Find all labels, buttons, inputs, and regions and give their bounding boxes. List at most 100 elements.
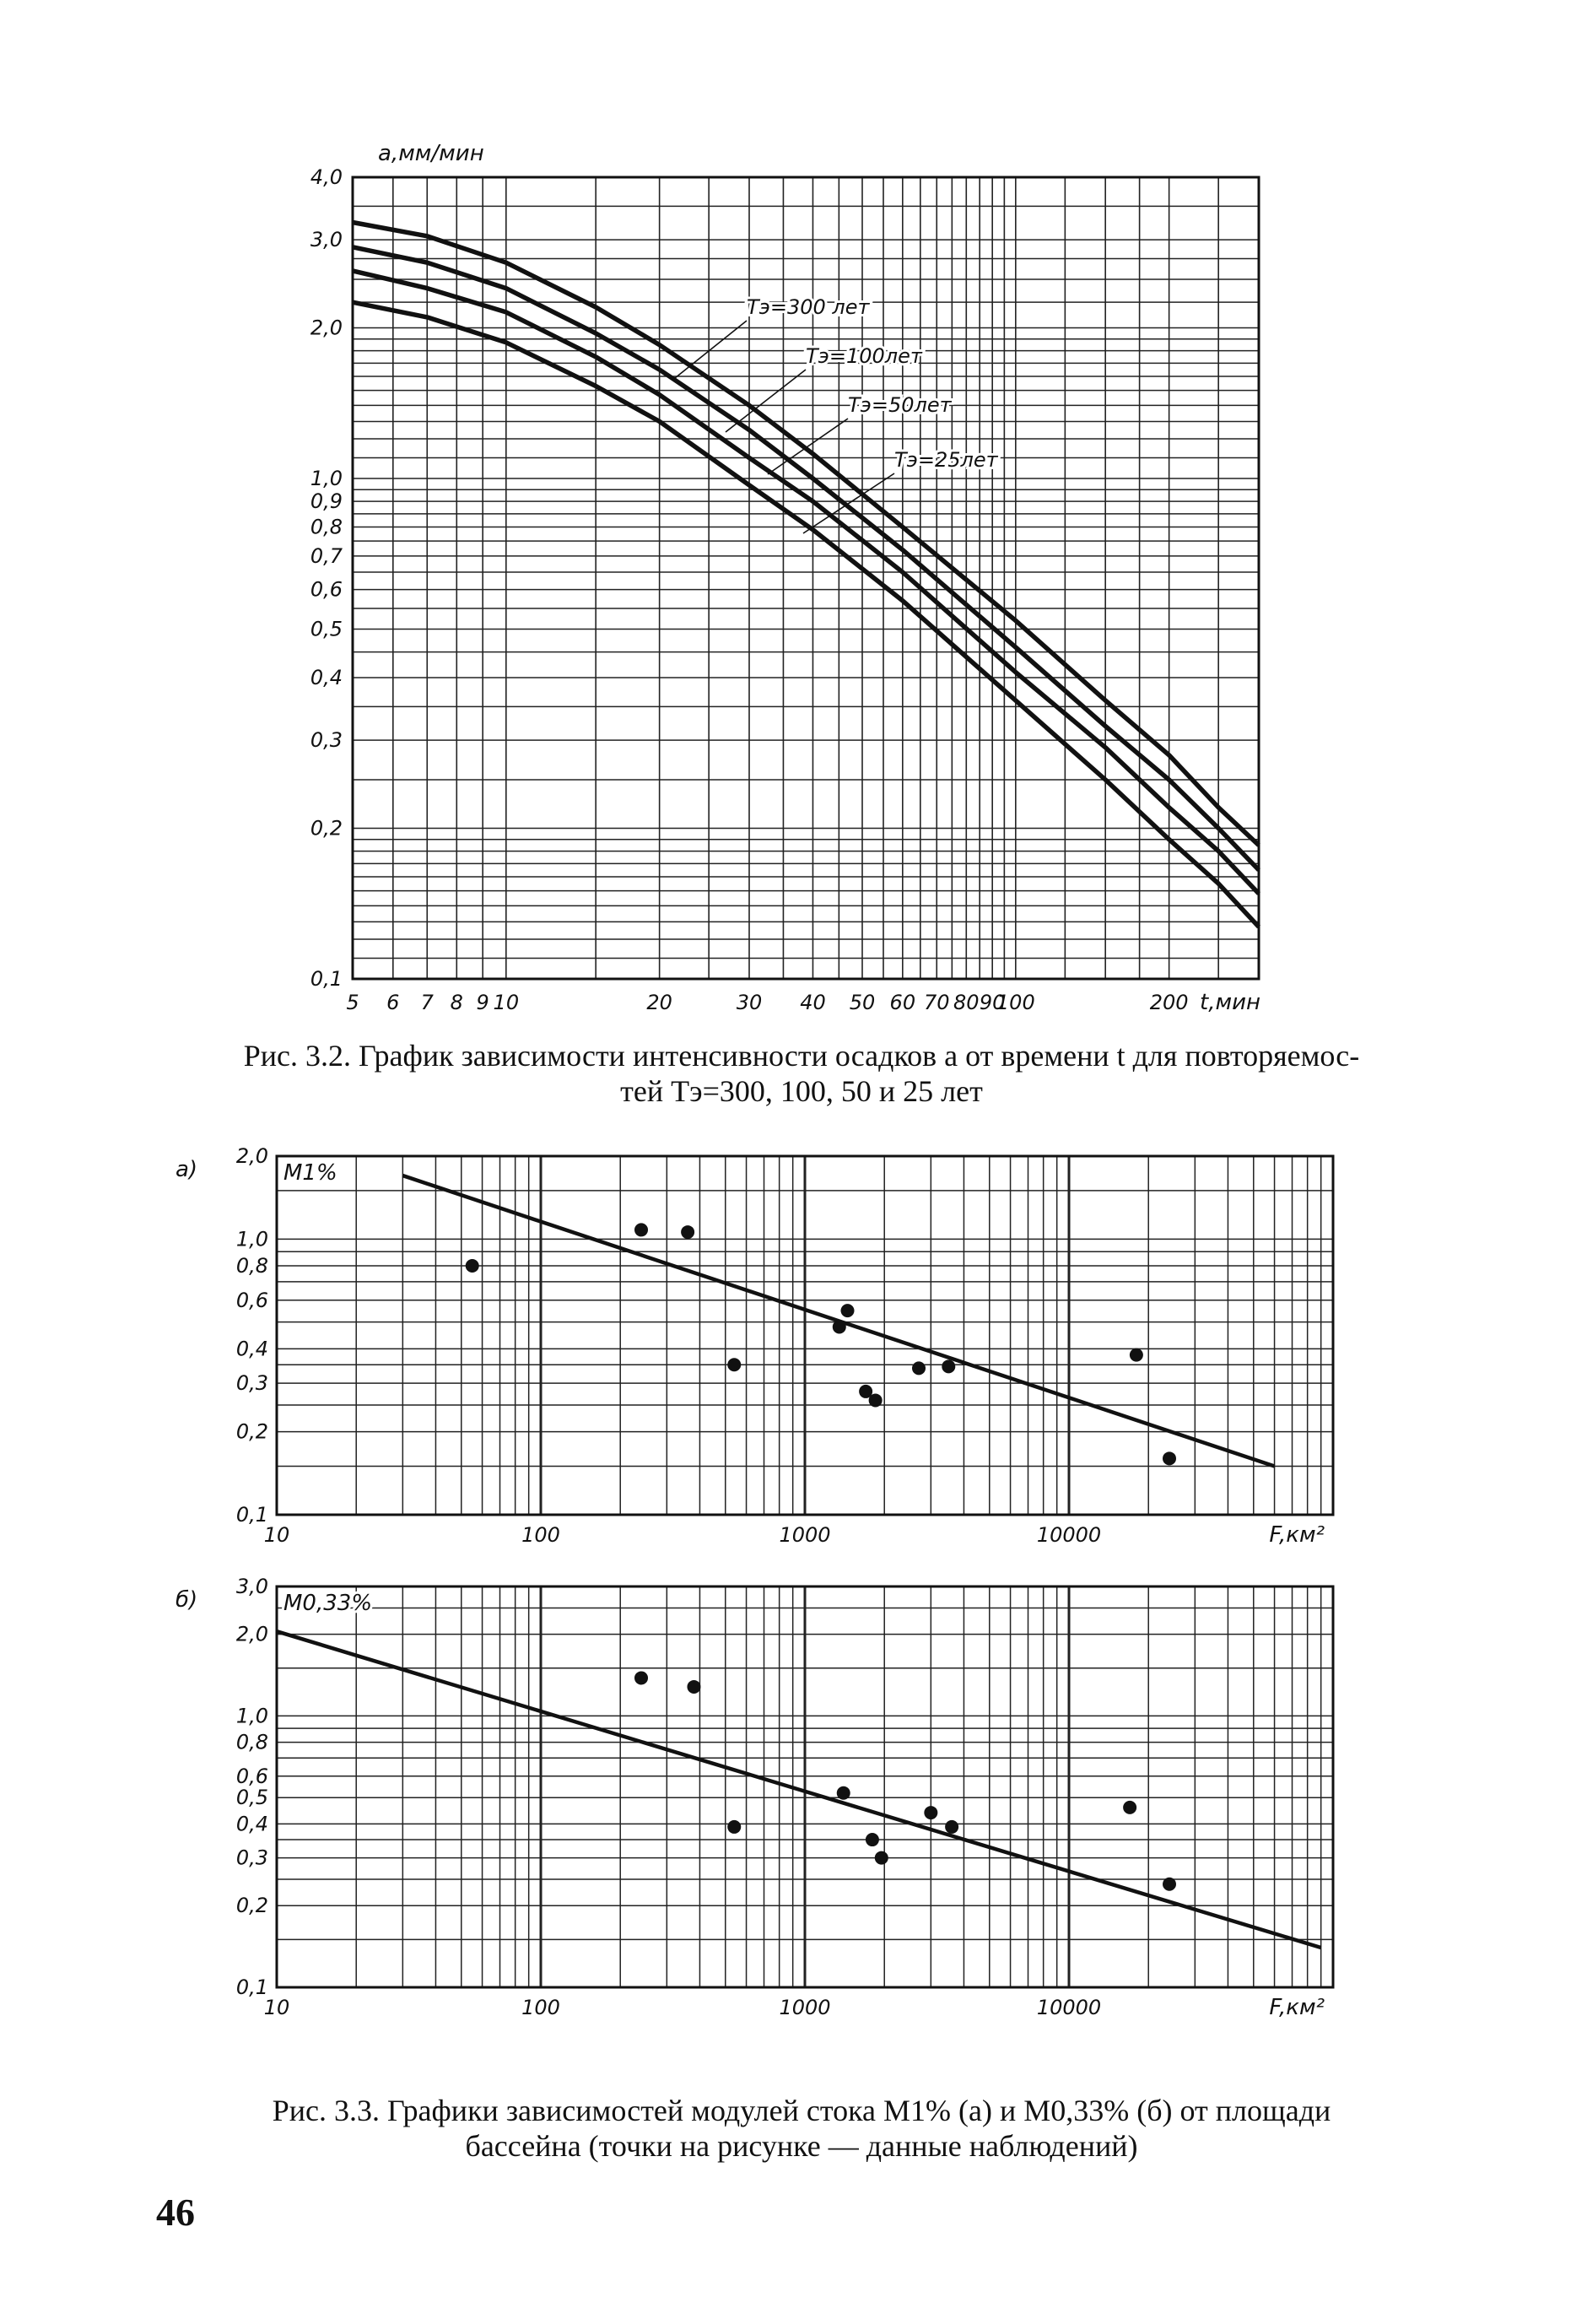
fig32-x-tick-label: 100 bbox=[996, 991, 1035, 1014]
fig32-x-tick-label: 40 bbox=[800, 991, 826, 1014]
fig32-label-leader-2 bbox=[725, 369, 807, 433]
fig33a-data-point bbox=[832, 1320, 846, 1334]
fig33b-x-tick-label: 10 bbox=[264, 1996, 290, 2019]
fig33b-x-tick-label: 10000 bbox=[1037, 1996, 1101, 2019]
fig32-y-tick-label: 1,0 bbox=[310, 467, 343, 490]
fig33b-trend-line bbox=[276, 1630, 1322, 1950]
fig33b-data-point bbox=[874, 1851, 888, 1865]
fig33a-y-axis-label: M1% bbox=[283, 1160, 337, 1186]
fig33a-data-point bbox=[1129, 1348, 1143, 1362]
fig33b-y-tick-label: 0,8 bbox=[236, 1731, 268, 1754]
fig32-y-tick-label: 0,1 bbox=[310, 967, 343, 991]
fig32-x-tick-label: 60 bbox=[890, 991, 916, 1014]
fig32-y-tick-label: 0,6 bbox=[310, 578, 343, 602]
fig33a-panel-label: а) bbox=[175, 1157, 197, 1182]
fig33a-y-tick-label: 0,8 bbox=[236, 1254, 268, 1278]
fig33a-y-tick-label: 0,4 bbox=[236, 1337, 268, 1360]
fig33b-y-tick-label: 0,3 bbox=[236, 1846, 268, 1870]
fig33a-x-tick-label: 10 bbox=[264, 1523, 290, 1547]
fig32-curve-label-3: Tэ=50лет bbox=[848, 393, 953, 417]
fig33b-data-point bbox=[727, 1819, 742, 1834]
fig32-series-4 bbox=[352, 300, 1261, 929]
fig33a-x-axis-label: F,км² bbox=[1269, 1522, 1325, 1548]
fig32-curve-label-1: Tэ=300 лет bbox=[747, 295, 870, 319]
fig33b-data-point bbox=[865, 1833, 879, 1847]
fig33a-data-point bbox=[912, 1361, 926, 1375]
fig33b-x-tick-label: 100 bbox=[521, 1996, 560, 2019]
fig32-y-tick-label: 0,3 bbox=[310, 728, 343, 752]
figure-3-2-caption: Рис. 3.2. График зависимости интенсивнос… bbox=[152, 1038, 1451, 1109]
fig32-y-tick-label: 3,0 bbox=[310, 228, 343, 251]
fig33b-data-point bbox=[945, 1819, 959, 1834]
fig33b-data-point bbox=[1163, 1877, 1177, 1891]
fig33b-y-tick-label: 0,2 bbox=[236, 1894, 268, 1917]
fig32-series-1 bbox=[352, 219, 1260, 847]
fig33a-data-point bbox=[942, 1359, 956, 1374]
figure-3-2-caption-line-2: тей Tэ=300, 100, 50 и 25 лет bbox=[620, 1074, 983, 1108]
fig33b-data-point bbox=[1123, 1800, 1137, 1814]
fig32-x-tick-label: 6 bbox=[386, 991, 399, 1014]
fig33a-data-point bbox=[465, 1258, 479, 1273]
fig32-curve-label-2: Tэ=100лет bbox=[806, 344, 923, 368]
fig32-curve-label-4: Tэ=25лет bbox=[894, 448, 999, 472]
fig33a-frame bbox=[275, 1154, 1335, 1516]
fig33b-y-tick-label: 0,5 bbox=[236, 1786, 268, 1809]
fig33b-y-tick-label: 1,0 bbox=[236, 1704, 268, 1727]
fig33b-x-tick-label: 1000 bbox=[779, 1996, 830, 2019]
fig33a-data-point bbox=[840, 1304, 855, 1318]
fig32-y-tick-label: 0,4 bbox=[310, 666, 343, 689]
fig32-x-tick-label: 30 bbox=[737, 991, 763, 1014]
fig33a-y-tick-label: 1,0 bbox=[236, 1227, 268, 1251]
fig32-x-tick-label: 90 bbox=[980, 991, 1006, 1014]
fig33a-x-tick-label: 100 bbox=[521, 1523, 560, 1547]
fig32-frame bbox=[351, 176, 1260, 981]
page-number: 46 bbox=[156, 2191, 195, 2234]
fig32-label-leader-4 bbox=[802, 473, 895, 534]
fig33a-y-tick-label: 0,6 bbox=[236, 1289, 268, 1312]
fig33b-data-point bbox=[836, 1786, 850, 1800]
fig32-x-tick-label: 200 bbox=[1150, 991, 1189, 1014]
fig33a-data-point bbox=[1163, 1451, 1177, 1466]
fig32-y-tick-label: 0,8 bbox=[310, 515, 343, 538]
fig33a-y-tick-label: 0,3 bbox=[236, 1371, 268, 1395]
fig32-x-axis-label: t,мин bbox=[1200, 990, 1260, 1015]
fig32-x-tick-label: 7 bbox=[421, 991, 435, 1014]
fig33b-y-tick-label: 3,0 bbox=[236, 1575, 268, 1598]
fig33b-frame bbox=[275, 1585, 1335, 1989]
figure-3-3-caption-line-2: бассейна (точки на рисунке — данные набл… bbox=[465, 2129, 1138, 2163]
fig33b-panel-label: б) bbox=[175, 1587, 197, 1613]
fig33b-data-point bbox=[634, 1671, 649, 1685]
fig33b-data-point bbox=[687, 1679, 701, 1694]
fig32-x-tick-label: 70 bbox=[924, 991, 950, 1014]
fig32-series-3 bbox=[352, 268, 1260, 895]
fig33a-x-tick-label: 1000 bbox=[779, 1523, 830, 1547]
fig33a-data-point bbox=[868, 1393, 883, 1408]
fig32-x-tick-label: 10 bbox=[494, 991, 520, 1014]
fig32-y-tick-label: 0,2 bbox=[310, 816, 343, 840]
fig32-x-tick-label: 20 bbox=[646, 991, 672, 1014]
fig33a-data-point bbox=[634, 1223, 649, 1237]
fig32-y-tick-label: 0,5 bbox=[310, 618, 343, 641]
fig32-y-tick-label: 2,0 bbox=[310, 316, 343, 340]
fig33b-x-axis-label: F,км² bbox=[1269, 1995, 1325, 2020]
fig33b-y-tick-label: 0,4 bbox=[236, 1812, 268, 1835]
fig33b-y-tick-label: 0,6 bbox=[236, 1765, 268, 1788]
fig32-x-tick-label: 5 bbox=[346, 991, 359, 1014]
fig33a-y-tick-label: 0,2 bbox=[236, 1420, 268, 1444]
figure-3-3-caption-line-1: Рис. 3.3. Графики зависимостей модулей с… bbox=[272, 2094, 1331, 2127]
fig33a-y-tick-label: 0,1 bbox=[236, 1503, 268, 1527]
fig33a-y-tick-label: 2,0 bbox=[236, 1144, 268, 1168]
fig32-y-tick-label: 4,0 bbox=[310, 165, 343, 189]
fig33b-y-tick-label: 2,0 bbox=[236, 1623, 268, 1646]
fig33a-x-tick-label: 10000 bbox=[1037, 1523, 1101, 1547]
fig32-x-tick-label: 50 bbox=[850, 991, 876, 1014]
fig33a-data-point bbox=[859, 1384, 873, 1398]
fig32-label-leader-1 bbox=[674, 320, 748, 379]
fig32-x-tick-label: 9 bbox=[477, 991, 489, 1014]
fig33b-data-point bbox=[924, 1806, 938, 1820]
fig33b-y-tick-label: 0,1 bbox=[236, 1975, 268, 1999]
fig32-series-2 bbox=[352, 245, 1260, 872]
fig32-label-leader-3 bbox=[767, 418, 849, 475]
fig32-y-axis-label: a,мм/мин bbox=[378, 141, 484, 166]
